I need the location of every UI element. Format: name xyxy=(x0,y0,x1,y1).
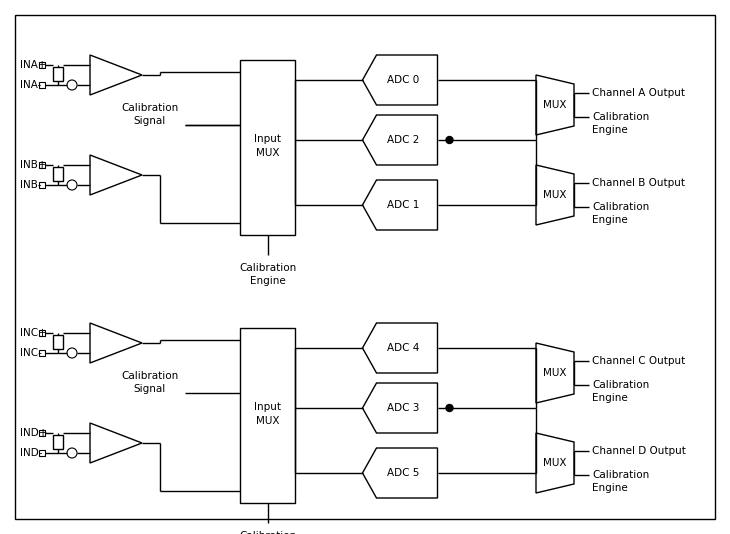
Text: ADC 2: ADC 2 xyxy=(388,135,420,145)
Text: Signal: Signal xyxy=(134,384,166,394)
Text: Calibration: Calibration xyxy=(121,371,179,381)
Text: Engine: Engine xyxy=(250,276,285,286)
Bar xyxy=(53,335,63,349)
Text: Input: Input xyxy=(254,403,281,412)
Bar xyxy=(39,430,45,436)
Polygon shape xyxy=(536,75,574,135)
Bar xyxy=(39,62,45,68)
Text: ADC 3: ADC 3 xyxy=(388,403,420,413)
Polygon shape xyxy=(90,323,142,363)
Bar xyxy=(39,182,45,188)
Text: INA-: INA- xyxy=(20,80,42,90)
Text: Calibration: Calibration xyxy=(239,531,296,534)
Bar xyxy=(39,350,45,356)
Polygon shape xyxy=(90,423,142,463)
Polygon shape xyxy=(363,115,437,165)
Text: INA+: INA+ xyxy=(20,60,47,70)
Bar xyxy=(39,82,45,88)
Text: Calibration: Calibration xyxy=(592,112,649,122)
Circle shape xyxy=(67,448,77,458)
Text: ADC 5: ADC 5 xyxy=(388,468,420,478)
Bar xyxy=(39,330,45,336)
Bar xyxy=(240,60,295,235)
Polygon shape xyxy=(536,343,574,403)
Polygon shape xyxy=(363,323,437,373)
Circle shape xyxy=(67,180,77,190)
Text: IND-: IND- xyxy=(20,448,42,458)
Circle shape xyxy=(446,404,453,412)
Text: Channel A Output: Channel A Output xyxy=(592,88,685,98)
Text: INB-: INB- xyxy=(20,180,42,190)
Text: MUX: MUX xyxy=(543,190,566,200)
Bar xyxy=(39,450,45,456)
Text: MUX: MUX xyxy=(543,368,566,378)
Polygon shape xyxy=(363,180,437,230)
Circle shape xyxy=(446,137,453,144)
Polygon shape xyxy=(90,155,142,195)
Circle shape xyxy=(67,80,77,90)
Bar xyxy=(53,167,63,181)
Text: MUX: MUX xyxy=(543,100,566,110)
Text: Calibration: Calibration xyxy=(592,380,649,390)
Text: INC+: INC+ xyxy=(20,328,47,338)
Bar xyxy=(39,162,45,168)
Circle shape xyxy=(67,348,77,358)
Text: Engine: Engine xyxy=(592,215,628,225)
Polygon shape xyxy=(90,55,142,95)
Text: ADC 1: ADC 1 xyxy=(388,200,420,210)
Bar xyxy=(53,67,63,81)
Text: Channel C Output: Channel C Output xyxy=(592,356,685,366)
Text: MUX: MUX xyxy=(255,147,280,158)
Text: Engine: Engine xyxy=(592,125,628,135)
Text: Input: Input xyxy=(254,135,281,145)
Text: INC-: INC- xyxy=(20,348,42,358)
Polygon shape xyxy=(363,383,437,433)
Text: Signal: Signal xyxy=(134,116,166,126)
Text: Calibration: Calibration xyxy=(121,103,179,113)
Text: IND+: IND+ xyxy=(20,428,47,438)
Text: MUX: MUX xyxy=(543,458,566,468)
Text: Engine: Engine xyxy=(592,483,628,493)
Bar xyxy=(53,435,63,449)
Text: ADC 0: ADC 0 xyxy=(388,75,420,85)
Text: ADC 4: ADC 4 xyxy=(388,343,420,353)
Text: Channel D Output: Channel D Output xyxy=(592,446,686,456)
Polygon shape xyxy=(536,433,574,493)
Text: INB+: INB+ xyxy=(20,160,47,170)
Text: Channel B Output: Channel B Output xyxy=(592,178,685,188)
Text: Engine: Engine xyxy=(592,393,628,403)
Polygon shape xyxy=(536,165,574,225)
Bar xyxy=(240,328,295,503)
Text: Calibration: Calibration xyxy=(592,202,649,212)
Text: Calibration: Calibration xyxy=(592,470,649,480)
Text: Calibration: Calibration xyxy=(239,263,296,273)
Text: MUX: MUX xyxy=(255,415,280,426)
Polygon shape xyxy=(363,448,437,498)
Polygon shape xyxy=(363,55,437,105)
